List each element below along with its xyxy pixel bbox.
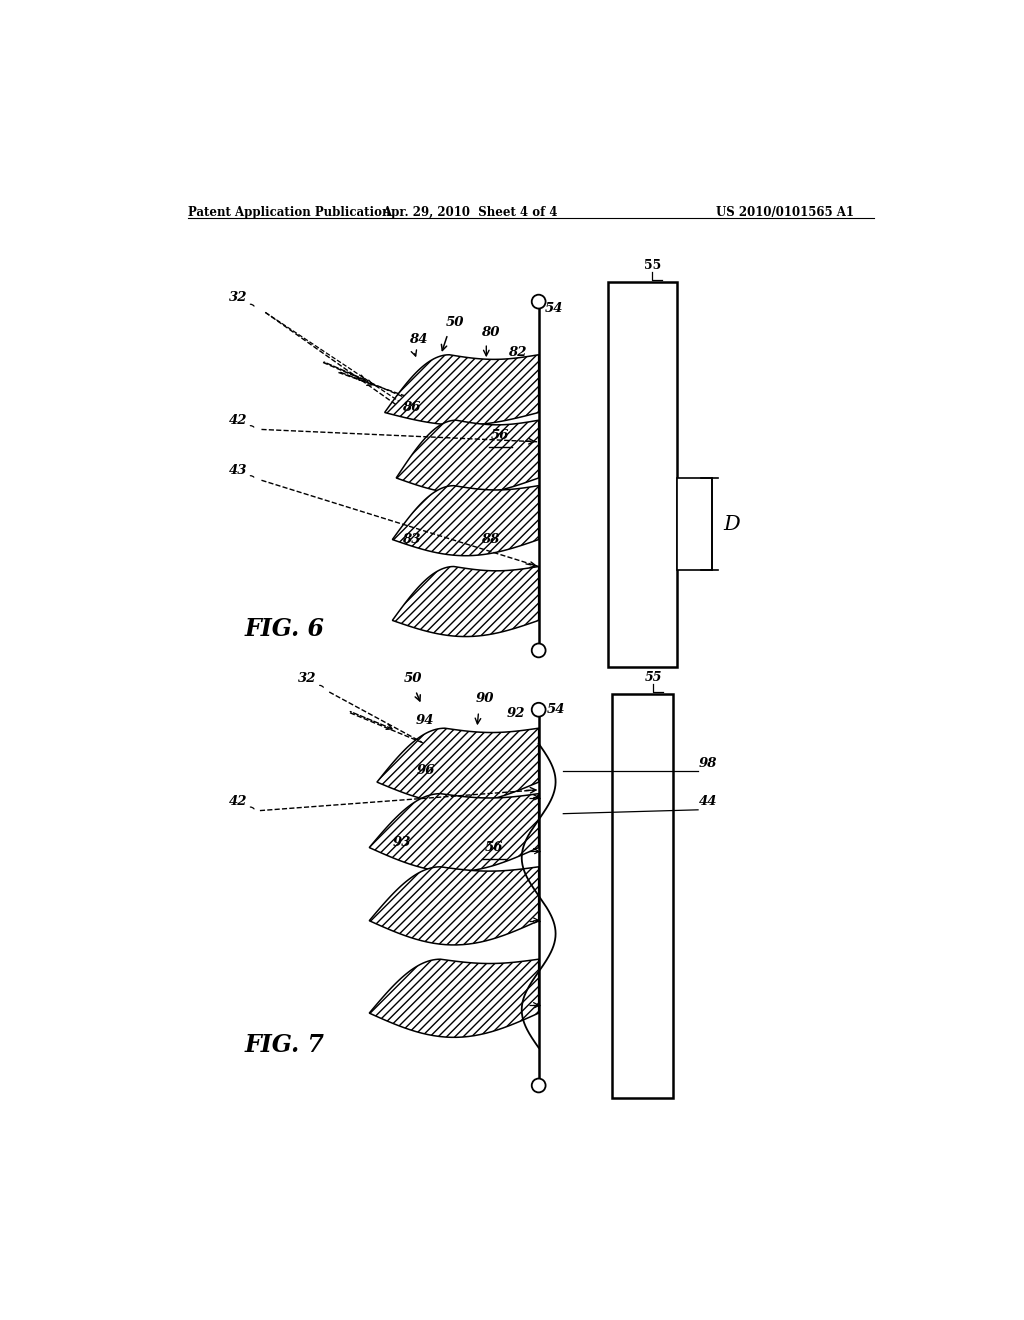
Text: 88: 88 [481, 533, 500, 546]
Text: 93: 93 [392, 836, 411, 849]
Text: 55: 55 [644, 259, 662, 272]
Polygon shape [370, 960, 539, 1038]
Polygon shape [370, 867, 539, 945]
Text: FIG. 7: FIG. 7 [245, 1032, 325, 1056]
Text: 83: 83 [401, 533, 420, 546]
Circle shape [531, 702, 546, 717]
Circle shape [531, 1078, 546, 1093]
Text: 42: 42 [229, 414, 248, 428]
Text: 54: 54 [545, 302, 563, 315]
Polygon shape [392, 486, 539, 556]
Text: 32: 32 [229, 290, 248, 304]
Text: 86: 86 [401, 401, 420, 414]
Text: 98: 98 [698, 756, 718, 770]
Bar [608, 281, 677, 667]
Circle shape [531, 644, 546, 657]
Text: 90: 90 [475, 692, 494, 705]
Text: 55: 55 [645, 672, 663, 684]
Text: US 2010/0101565 A1: US 2010/0101565 A1 [716, 206, 854, 219]
Text: 80: 80 [481, 326, 500, 338]
Text: 92: 92 [506, 706, 525, 719]
Text: Patent Application Publication: Patent Application Publication [188, 206, 391, 219]
Bar [677, 478, 712, 570]
Text: 42: 42 [229, 795, 248, 808]
Text: 32: 32 [298, 672, 316, 685]
Text: D: D [724, 515, 740, 533]
Text: 44: 44 [698, 795, 718, 808]
Text: 82: 82 [508, 346, 526, 359]
Text: 50: 50 [403, 672, 423, 685]
Text: Apr. 29, 2010  Sheet 4 of 4: Apr. 29, 2010 Sheet 4 of 4 [382, 206, 557, 219]
Text: 56: 56 [490, 429, 509, 442]
Text: 84: 84 [410, 333, 428, 346]
Text: 50: 50 [446, 317, 465, 329]
Text: 43: 43 [229, 465, 248, 477]
Circle shape [531, 294, 546, 309]
Text: 56: 56 [484, 841, 503, 854]
Text: 96: 96 [417, 764, 435, 777]
Polygon shape [377, 729, 539, 804]
Text: 94: 94 [416, 714, 434, 727]
Polygon shape [385, 355, 539, 425]
Polygon shape [370, 793, 539, 871]
Polygon shape [392, 566, 539, 636]
Bar [611, 693, 674, 1098]
Polygon shape [396, 420, 539, 494]
Text: FIG. 6: FIG. 6 [245, 616, 325, 640]
Text: 54: 54 [547, 702, 565, 715]
